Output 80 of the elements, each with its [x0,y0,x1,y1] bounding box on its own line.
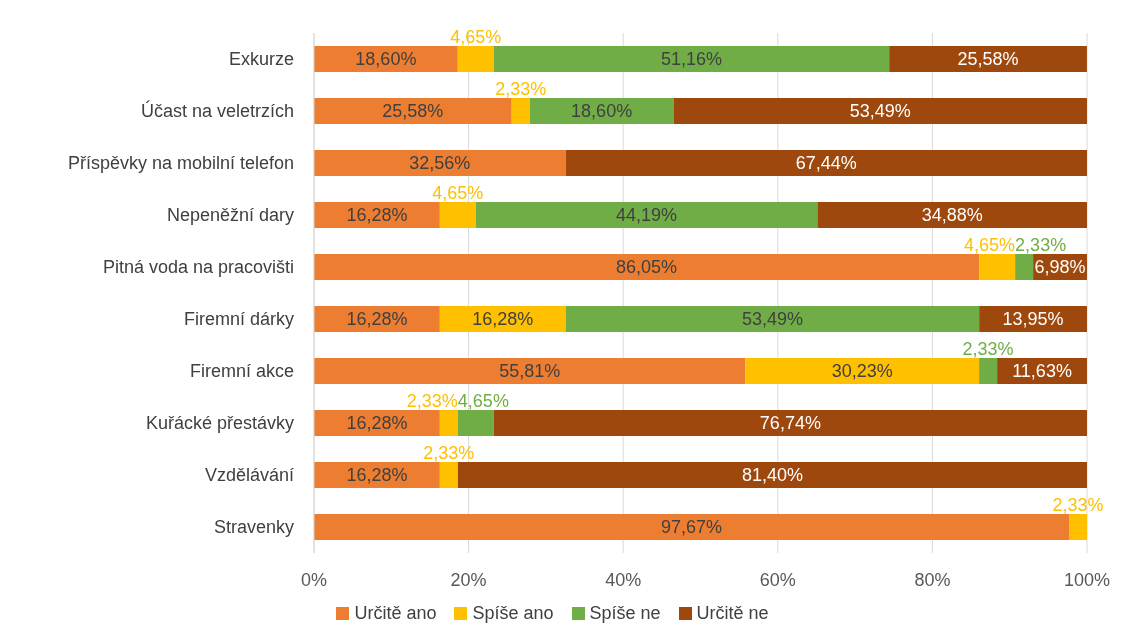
y-tick-label: Příspěvky na mobilní telefon [67,153,294,174]
y-tick-label: Stravenky [213,517,294,538]
data-label: 44,19% [616,205,678,225]
data-label: 2,33% [423,443,475,463]
data-label: 16,28% [346,465,408,485]
bar [439,462,458,488]
bar [457,462,1087,488]
data-label: 67,44% [795,153,857,173]
bar [457,410,494,436]
data-label: 11,63% [1012,361,1072,381]
data-label: 16,28% [472,309,534,329]
data-label: 16,28% [346,205,408,225]
bar [457,46,494,72]
y-tick-label: Kuřácké přestávky [145,413,294,434]
data-label: 4,65% [457,391,509,411]
data-label: 51,16% [660,49,722,69]
data-label: 2,33% [495,79,547,99]
data-label: 18,60% [571,101,633,121]
data-label: 4,65% [450,27,502,47]
bar [314,254,980,280]
x-tick-label: 60% [759,569,796,590]
legend-label: Spíše ano [471,603,554,624]
x-tick-label: 0% [300,569,328,590]
bar [314,150,566,176]
data-label: 25,58% [957,49,1019,69]
data-label: 34,88% [921,205,983,225]
data-label: 76,74% [759,413,821,433]
x-tick-label: 20% [450,569,487,590]
data-label: 53,49% [741,309,803,329]
y-tick-label: Firemní dárky [183,309,294,330]
bar [511,98,530,124]
x-tick-label: 100% [1063,569,1111,590]
data-label: 16,28% [346,309,408,329]
bar [493,46,890,72]
data-label: 55,81% [499,361,561,381]
bar [314,514,1069,540]
data-label: 86,05% [616,257,678,277]
data-label: 16,28% [346,413,408,433]
y-tick-label: Pitná voda na pracovišti [102,257,294,278]
data-label: 4,65% [432,183,484,203]
bar [1068,514,1087,540]
x-tick-label: 80% [914,569,951,590]
x-tick-label: 40% [605,569,642,590]
data-label: 81,40% [741,465,803,485]
bar [1015,254,1034,280]
y-tick-label: Exkurze [228,49,294,70]
bar [889,46,1087,72]
bar [565,306,980,332]
bar [979,358,998,384]
bar [439,410,458,436]
bar [817,202,1087,228]
data-label: 18,60% [355,49,417,69]
data-label: 25,58% [382,101,444,121]
data-label: 13,95% [1002,309,1064,329]
data-label: 53,49% [849,101,911,121]
bar [439,202,476,228]
y-tick-label: Nepeněžní dary [166,205,294,226]
data-label: 4,65% [964,235,1016,255]
bar [565,150,1087,176]
legend-label: Spíše ne [588,603,661,624]
bar [979,254,1016,280]
bar [314,98,512,124]
data-label: 2,33% [962,339,1014,359]
bar [493,410,1087,436]
y-tick-label: Vzdělávání [204,465,294,486]
bar [745,358,980,384]
bar [314,358,746,384]
data-label: 30,23% [831,361,893,381]
data-label: 2,33% [1015,235,1067,255]
data-label: 6,98% [1034,257,1086,277]
legend-label: Určitě ano [353,603,437,624]
bar [475,202,818,228]
data-label: 2,33% [1052,495,1104,515]
y-tick-label: Účast na veletrzích [140,100,294,122]
data-label: 2,33% [406,391,458,411]
legend-label: Určitě ne [695,603,769,624]
data-label: 32,56% [409,153,471,173]
bar [673,98,1087,124]
data-label: 97,67% [660,517,723,537]
y-tick-label: Firemní akce [189,361,294,382]
